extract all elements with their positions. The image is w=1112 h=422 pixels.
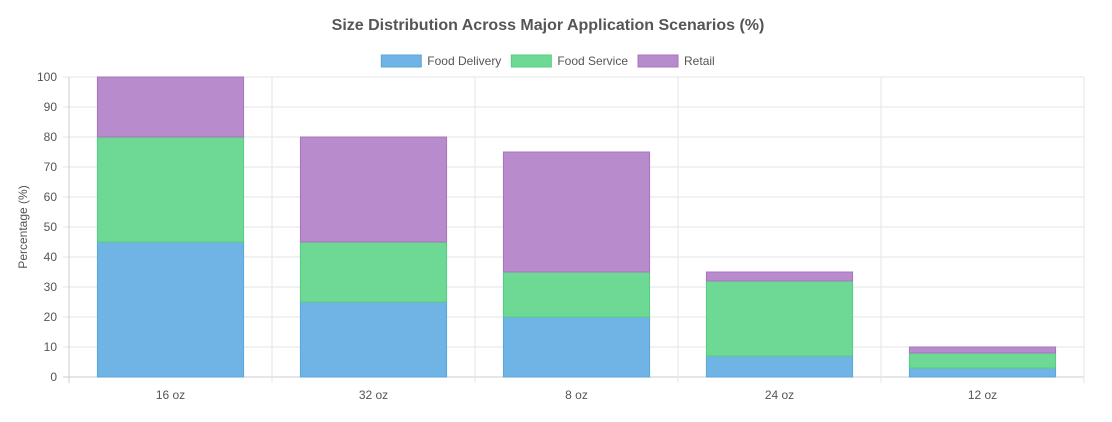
y-tick-label: 10 xyxy=(44,340,58,354)
legend-item[interactable]: Retail xyxy=(637,54,715,68)
y-tick-label: 30 xyxy=(44,280,58,294)
bar-segment[interactable] xyxy=(96,241,245,378)
bar-segment[interactable] xyxy=(908,346,1057,354)
y-tick-label: 60 xyxy=(44,190,58,204)
legend-label: Food Delivery xyxy=(427,54,501,68)
x-tick-label: 8 oz xyxy=(565,388,588,402)
bar-segment[interactable] xyxy=(502,316,651,378)
legend-item[interactable]: Food Delivery xyxy=(380,54,501,68)
y-tick-label: 20 xyxy=(44,310,58,324)
bar-segment[interactable] xyxy=(299,136,448,243)
bar-segment[interactable] xyxy=(96,136,245,243)
y-tick-label: 100 xyxy=(37,70,57,84)
x-tick-label: 12 oz xyxy=(968,388,997,402)
y-tick-label: 40 xyxy=(44,250,58,264)
x-tick-label: 32 oz xyxy=(359,388,388,402)
y-tick-label: 50 xyxy=(44,220,58,234)
y-axis-title: Percentage (%) xyxy=(16,185,30,268)
y-tick-label: 0 xyxy=(50,370,57,384)
legend-item[interactable]: Food Service xyxy=(510,54,628,68)
chart-title: Size Distribution Across Major Applicati… xyxy=(332,17,765,34)
bar-segment[interactable] xyxy=(705,280,854,357)
axes: 0 10 20 30 40 50 60 70 80 90 100 16 oz 32 oz 8 oz 24 o… xyxy=(37,70,997,402)
bar-segment[interactable] xyxy=(908,367,1057,378)
bar-segment[interactable] xyxy=(299,301,448,378)
y-tick-label: 80 xyxy=(44,130,58,144)
legend-swatch xyxy=(510,54,552,68)
y-tick-label: 70 xyxy=(44,160,58,174)
bar-segment[interactable] xyxy=(502,151,651,273)
y-tick-label: 90 xyxy=(44,100,58,114)
x-tick-label: 24 oz xyxy=(765,388,794,402)
x-tick-label: 16 oz xyxy=(156,388,185,402)
bar-segment[interactable] xyxy=(705,355,854,378)
bar-segment[interactable] xyxy=(502,271,651,318)
legend-swatch xyxy=(380,54,422,68)
bar-segment[interactable] xyxy=(705,271,854,282)
legend-label: Retail xyxy=(684,54,715,68)
bar-segment[interactable] xyxy=(299,241,448,303)
legend[interactable]: Food Delivery Food Service Retail xyxy=(380,54,715,68)
bar-segment[interactable] xyxy=(908,352,1057,369)
legend-label: Food Service xyxy=(557,54,628,68)
bars xyxy=(96,76,1057,378)
legend-swatch xyxy=(637,54,679,68)
bar-segment[interactable] xyxy=(96,76,245,138)
